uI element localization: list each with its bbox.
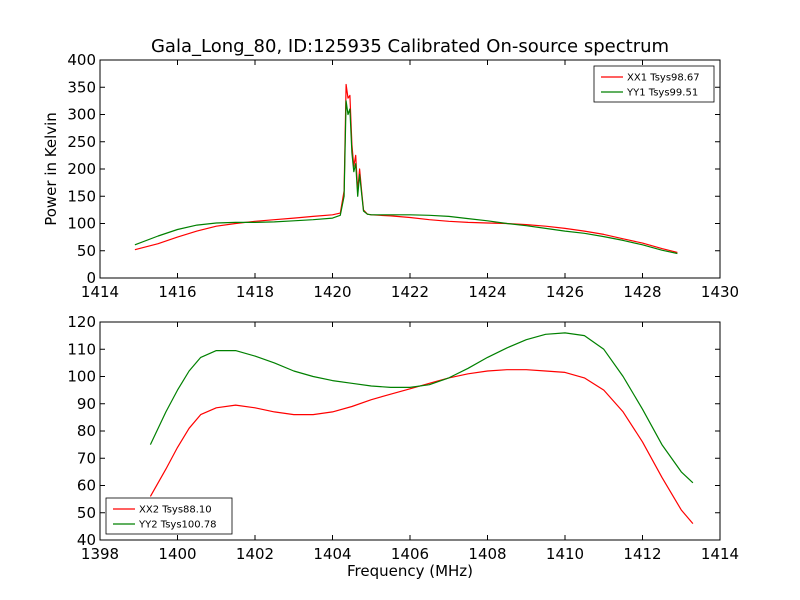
y-tick-label: 400 <box>67 51 96 69</box>
y-tick-label: 350 <box>67 78 96 96</box>
y-tick-label: 40 <box>77 531 96 549</box>
y-tick-label: 120 <box>67 313 96 331</box>
y-tick-label: 70 <box>77 449 96 467</box>
x-tick-label: 1398 <box>81 545 119 563</box>
x-tick-label: 1418 <box>236 283 274 301</box>
x-tick-label: 1402 <box>236 545 274 563</box>
y-axis-label: Power in Kelvin <box>42 112 60 226</box>
x-tick-label: 1416 <box>158 283 196 301</box>
y-tick-label: 100 <box>67 368 96 386</box>
chart-panels: 1414 1416 1418 1420 1422 1424 1426 1428 14300501… <box>42 51 739 580</box>
y-tick-label: 300 <box>67 106 96 124</box>
x-tick-label: 1404 <box>313 545 351 563</box>
x-tick-label: 1412 <box>623 545 661 563</box>
chart-title: Gala_Long_80, ID:125935 Calibrated On-so… <box>151 36 669 57</box>
y-tick-label: 50 <box>77 242 96 260</box>
y-tick-label: 0 <box>86 269 96 287</box>
y-tick-label: 60 <box>77 477 96 495</box>
x-tick-label: 1426 <box>546 283 584 301</box>
x-tick-label: 1400 <box>158 545 196 563</box>
x-tick-label: 1422 <box>391 283 429 301</box>
series-line-1 <box>134 83 678 253</box>
x-tick-label: 1410 <box>546 545 584 563</box>
chart-panel-1: 1414 1416 1418 1420 1422 1424 1426 1428 1430 0 50 1… <box>42 51 739 301</box>
legend-entry: YY2 Tsys100.78 <box>138 520 217 531</box>
series-line-2 <box>149 332 694 484</box>
y-tick-label: 80 <box>77 422 96 440</box>
x-tick-label: 1414 <box>701 545 739 563</box>
y-tick-label: 100 <box>67 215 96 233</box>
series-line-1 <box>149 369 694 524</box>
x-tick-label: 1406 <box>391 545 429 563</box>
x-tick-label: 1408 <box>468 545 506 563</box>
legend-box <box>593 65 715 103</box>
x-tick-label: 1424 <box>468 283 506 301</box>
legend-entry: YY1 Tsys99.51 <box>626 88 698 99</box>
y-tick-label: 90 <box>77 395 96 413</box>
y-tick-label: 200 <box>67 160 96 178</box>
legend: XX1 Tsys98.67 YY1 Tsys99.51 <box>593 65 715 103</box>
legend-entry: XX1 Tsys98.67 <box>627 73 700 84</box>
x-tick-label: 1428 <box>623 283 661 301</box>
legend-entry: XX2 Tsys88.10 <box>139 505 212 516</box>
x-tick-label: 1420 <box>313 283 351 301</box>
x-tick-label: 1430 <box>701 283 739 301</box>
x-tick-label: 1414 <box>81 283 119 301</box>
y-tick-label: 50 <box>77 504 96 522</box>
x-axis-label: Frequency (MHz) <box>347 562 473 580</box>
chart-panel-2: 1398 1400 1402 1404 1406 1408 1410 1412 1414 40 50… <box>67 313 739 580</box>
series-line-2 <box>134 100 678 255</box>
legend: XX2 Tsys88.10 YY2 Tsys100.78 <box>105 497 233 535</box>
legend-box <box>105 497 233 535</box>
y-tick-label: 110 <box>67 340 96 358</box>
y-tick-label: 150 <box>67 187 96 205</box>
y-tick-label: 250 <box>67 133 96 151</box>
